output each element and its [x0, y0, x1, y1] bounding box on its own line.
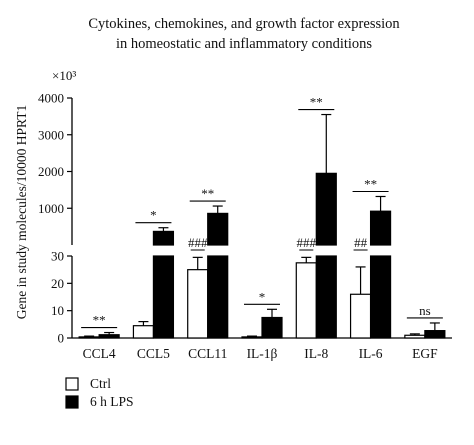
bar-ctrl: [187, 269, 209, 339]
y-axis-multiplier: ×10³: [52, 68, 76, 83]
x-category-label: CCL11: [188, 346, 227, 361]
x-category-label: IL-6: [359, 346, 383, 361]
bar-ctrl: [132, 325, 155, 339]
y-axis-label: Gene in study molecules/10000 HPRT1: [14, 105, 29, 319]
bar-ctrl: [295, 262, 317, 339]
x-category-label: EGF: [412, 346, 438, 361]
bar-lps-lower-segment: [207, 255, 229, 339]
y-tick-label: 1000: [38, 201, 64, 216]
significance-label: **: [310, 95, 323, 110]
significance-label: ns: [419, 303, 431, 318]
significance-label: **: [364, 176, 377, 191]
bar-lps-upper-segment: [152, 230, 175, 246]
bar-lps: [98, 334, 120, 339]
x-category-label: CCL4: [83, 346, 116, 361]
legend-swatch-lps: [65, 395, 79, 409]
bar-lps-lower-segment: [152, 255, 175, 339]
chart-title-line-2: in homeostatic and inflammatory conditio…: [116, 36, 372, 52]
bar-lps-lower-segment: [315, 255, 337, 339]
legend-label-ctrl: Ctrl: [90, 376, 111, 391]
plot-area: 0 10 20 30 1000 2000 3000 4000 ** CCL4 * CCL5 ** ### C…: [38, 91, 452, 409]
y-tick-label: 4000: [38, 91, 64, 106]
x-category-label: IL-1β: [247, 346, 278, 361]
bar-ctrl: [349, 293, 372, 339]
secondary-annotation-label: ###: [297, 235, 317, 250]
y-tick-label: 30: [51, 249, 64, 264]
bar-lps-upper-segment: [369, 210, 392, 246]
y-tick-label: 20: [51, 276, 64, 291]
chart-title-line-1: Cytokines, chemokines, and growth factor…: [88, 16, 400, 32]
y-tick-label: 3000: [38, 127, 64, 142]
bar-lps: [261, 316, 283, 339]
bar-ctrl: [404, 334, 426, 339]
significance-label: **: [201, 186, 214, 201]
bar-ctrl: [241, 336, 263, 339]
y-tick-label: 0: [58, 331, 65, 346]
y-tick-label: 2000: [38, 164, 64, 179]
bar-lps: [424, 330, 446, 339]
secondary-annotation-label: ###: [188, 235, 208, 250]
bar-lps-upper-segment: [207, 212, 229, 246]
bar-ctrl: [78, 336, 100, 339]
significance-label: *: [150, 208, 157, 223]
bar-lps-upper-segment: [315, 172, 337, 246]
x-category-label: IL-8: [304, 346, 328, 361]
y-tick-label: 10: [51, 303, 64, 318]
significance-label: *: [259, 289, 266, 304]
x-category-label: CCL5: [137, 346, 170, 361]
secondary-annotation-label: ##: [354, 235, 368, 250]
bar-lps-lower-segment: [369, 255, 392, 339]
legend-label-lps: 6 h LPS: [90, 394, 134, 409]
legend-swatch-ctrl: [65, 377, 79, 391]
significance-label: **: [93, 313, 106, 328]
